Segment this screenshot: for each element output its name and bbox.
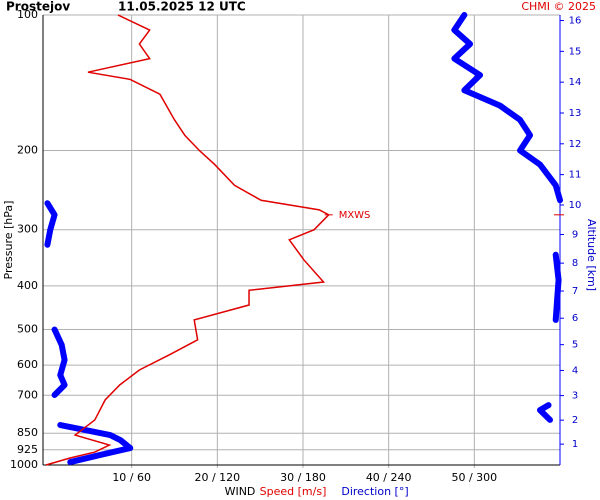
- credit: CHMI © 2025: [521, 0, 596, 13]
- x-tick-label: 20 / 120: [194, 471, 240, 484]
- x-tick-label: 50 / 300: [451, 471, 497, 484]
- direction-line: [44, 200, 58, 248]
- y2-tick-label: 12: [569, 139, 582, 150]
- y-tick-label: 100: [17, 8, 38, 21]
- x-tick-label: 10 / 60: [112, 471, 151, 484]
- y2-tick-label: 8: [572, 258, 578, 269]
- y-tick-label: 400: [17, 279, 38, 292]
- y-tick-label: 600: [17, 358, 38, 371]
- datetime: 11.05.2025 12 UTC: [118, 0, 246, 14]
- speed-line: [45, 14, 330, 466]
- y2-axis-label: Altitude [km]: [585, 219, 598, 291]
- x-tick-label: 40 / 240: [366, 471, 412, 484]
- y-axis-label: Pressure [hPa]: [2, 201, 15, 280]
- y2-tick-label: 11: [569, 170, 582, 181]
- x-axis-label: WIND: [225, 485, 256, 498]
- y2-tick-label: 10: [569, 200, 582, 211]
- y2-tick-label: 13: [569, 108, 582, 119]
- speed-label: Speed [m/s]: [260, 485, 327, 498]
- y2-tick-label: 7: [572, 286, 578, 297]
- y-tick-label: 500: [17, 323, 38, 336]
- direction-line: [537, 402, 554, 423]
- y2-tick-label: 15: [569, 46, 582, 57]
- direction-line: [51, 326, 68, 399]
- y-tick-label: 300: [17, 223, 38, 236]
- x-tick-label: 30 / 180: [280, 471, 326, 484]
- y2-tick-label: 3: [572, 391, 578, 402]
- y-tick-label: 850: [17, 426, 38, 439]
- y2-tick-label: 1: [572, 439, 578, 450]
- y-tick-label: 1000: [10, 458, 38, 471]
- direction-label: Direction [°]: [341, 485, 408, 498]
- direction-line: [451, 12, 563, 204]
- station: Prostejov: [6, 0, 70, 14]
- y2-tick-label: 4: [572, 365, 578, 376]
- direction-line: [552, 251, 562, 323]
- y-tick-label: 925: [17, 443, 38, 456]
- mxws-label: MXWS: [339, 210, 371, 221]
- y2-tick-label: 14: [569, 77, 582, 88]
- y2-tick-label: 9: [572, 229, 578, 240]
- y2-tick-label: 5: [572, 340, 578, 351]
- y2-tick-label: 2: [572, 415, 578, 426]
- y-tick-label: 700: [17, 388, 38, 401]
- direction-line: [57, 422, 134, 466]
- y2-tick-label: 6: [572, 313, 578, 324]
- y2-tick-label: 16: [569, 16, 582, 27]
- y-tick-label: 200: [17, 143, 38, 156]
